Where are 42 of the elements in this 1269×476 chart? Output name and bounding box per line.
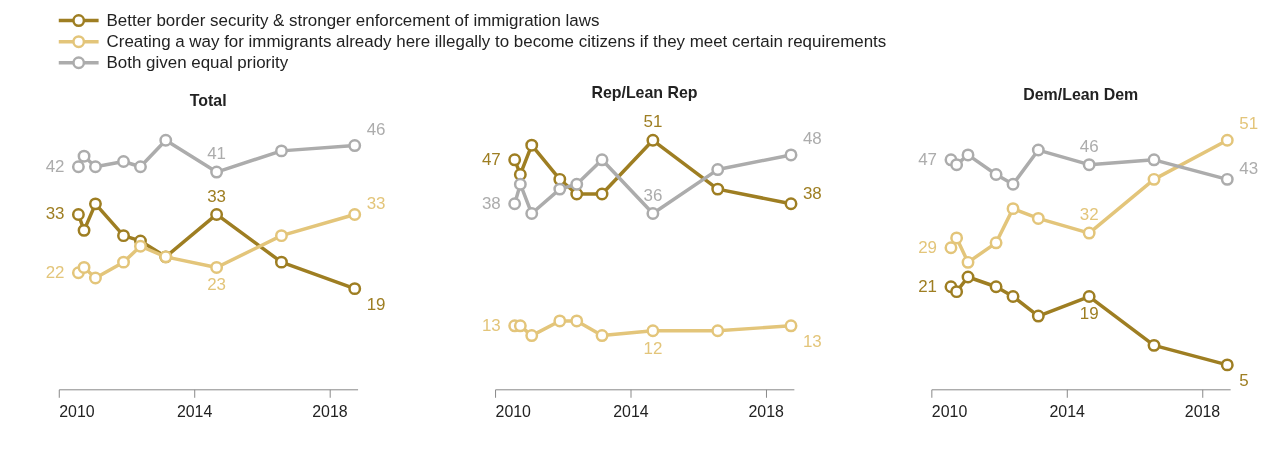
data-label: 21 <box>918 276 938 296</box>
data-label: 46 <box>1079 136 1099 156</box>
data-label: 33 <box>45 204 65 224</box>
x-tick-label: 2014 <box>613 402 649 420</box>
x-tick-label: 2010 <box>495 402 532 420</box>
data-label: 23 <box>207 275 227 295</box>
data-label: 38 <box>481 193 501 213</box>
chart-title: Rep/Lean Rep <box>591 84 698 102</box>
x-tick-label: 2018 <box>312 402 348 420</box>
data-label: 36 <box>643 185 663 205</box>
data-label: 5 <box>1239 370 1249 390</box>
x-tick-label: 2018 <box>1184 402 1221 420</box>
data-label: 19 <box>366 294 386 314</box>
data-label: 46 <box>366 119 386 139</box>
data-label: 42 <box>45 156 65 176</box>
chart-title: Dem/Lean Dem <box>1023 86 1139 104</box>
data-label: 19 <box>1079 304 1099 324</box>
data-label: 41 <box>207 144 227 164</box>
data-label: 47 <box>481 149 501 169</box>
legend-label: Both given equal priority <box>106 52 289 72</box>
data-label: 13 <box>802 331 822 351</box>
legend-label: Better border security & stronger enforcement of immigration laws <box>106 10 600 30</box>
data-label: 12 <box>643 338 663 358</box>
data-label: 13 <box>481 315 501 335</box>
data-label: 32 <box>1079 205 1099 225</box>
data-label: 51 <box>643 112 663 132</box>
data-label: 22 <box>45 262 65 282</box>
x-tick-label: 2014 <box>176 402 213 420</box>
x-tick-label: 2010 <box>59 402 95 420</box>
data-label: 51 <box>1239 114 1259 134</box>
data-label: 38 <box>802 183 822 203</box>
data-label: 48 <box>802 128 822 148</box>
data-label: 29 <box>918 237 938 257</box>
x-tick-label: 2018 <box>748 402 785 420</box>
x-tick-label: 2010 <box>931 402 968 420</box>
data-label: 33 <box>366 194 386 214</box>
chart-title: Total <box>189 91 227 109</box>
data-label: 47 <box>918 149 938 169</box>
data-label: 33 <box>207 186 227 206</box>
x-tick-label: 2014 <box>1049 402 1086 420</box>
data-label: 43 <box>1239 159 1259 179</box>
legend-label: Creating a way for immigrants already here illegally to become citizens if they meet certain requirements <box>106 31 887 51</box>
